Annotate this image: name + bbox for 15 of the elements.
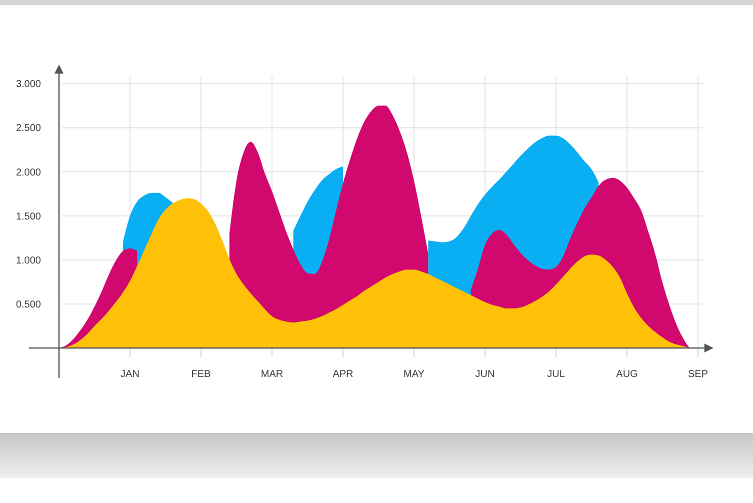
- x-tick-label: JUN: [475, 369, 495, 380]
- x-tick-label: JUL: [547, 369, 566, 380]
- x-tick-label: AUG: [616, 369, 638, 380]
- x-tick-label: APR: [332, 369, 354, 380]
- x-tick-label: SEP: [688, 369, 708, 380]
- x-tick-label: FEB: [191, 369, 212, 380]
- y-tick-label: 0.500: [16, 299, 42, 310]
- x-tick-label: MAR: [260, 369, 284, 380]
- y-tick-label: 1.000: [16, 255, 42, 266]
- y-tick-label: 3.000: [16, 79, 42, 90]
- x-tick-label: MAY: [404, 369, 425, 380]
- y-tick-label: 2.500: [16, 123, 42, 134]
- x-tick-label: JAN: [120, 369, 140, 380]
- y-tick-label: 1.500: [16, 211, 42, 222]
- y-tick-label: 2.000: [16, 167, 42, 178]
